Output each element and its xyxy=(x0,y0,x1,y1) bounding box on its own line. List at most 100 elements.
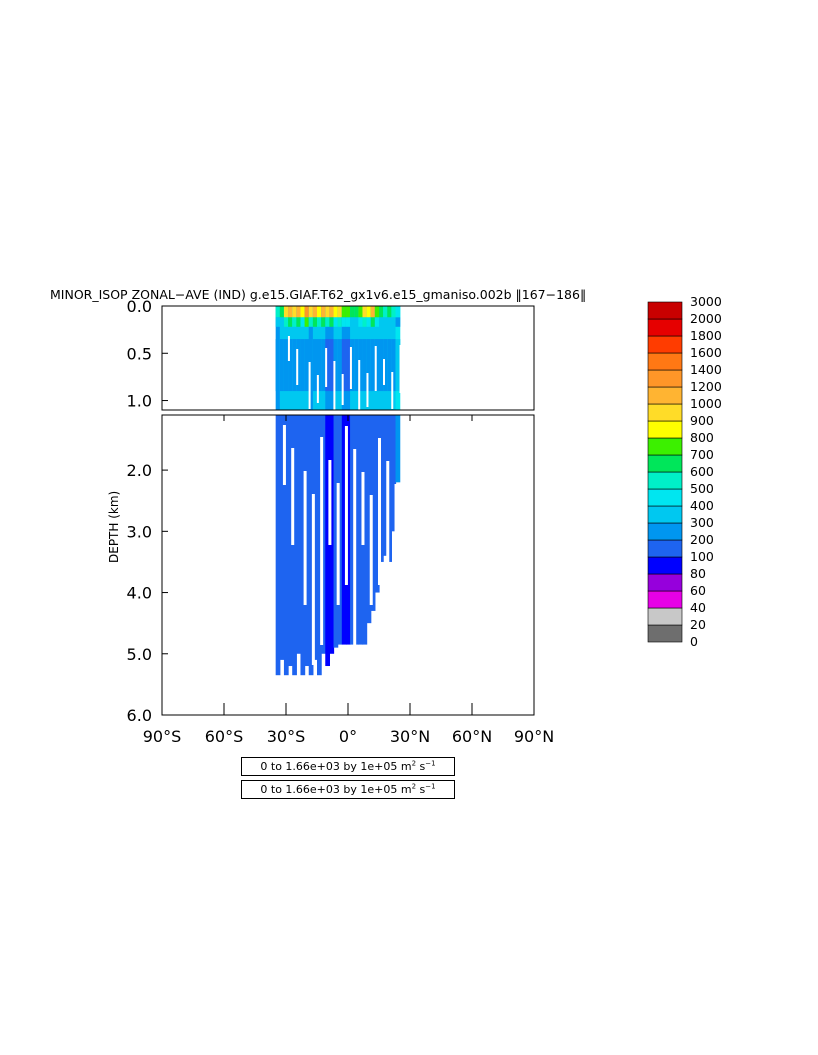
data-cell xyxy=(379,317,384,327)
data-cell xyxy=(308,317,314,327)
data-cell xyxy=(275,339,281,392)
data-cell xyxy=(283,339,289,392)
data-cell xyxy=(370,317,376,327)
data-cell xyxy=(300,306,306,318)
data-cell xyxy=(362,306,368,318)
data-cell xyxy=(395,415,401,483)
data-cell xyxy=(329,339,335,392)
colorbar-label: 2000 xyxy=(690,311,722,326)
data-cell xyxy=(321,317,326,327)
colorbar-label: 1200 xyxy=(690,379,722,394)
x-tick-label: 0° xyxy=(339,727,357,746)
colorbar-swatch xyxy=(647,522,683,541)
data-cell xyxy=(350,306,355,318)
data-gap xyxy=(291,448,295,545)
x-tick-label: 90°S xyxy=(143,727,182,746)
data-cell xyxy=(317,339,322,392)
data-cell xyxy=(391,339,397,392)
colorbar-swatch xyxy=(647,352,683,371)
data-cell xyxy=(354,317,359,327)
colorbar-swatch xyxy=(647,454,683,473)
data-cell xyxy=(304,415,310,667)
data-cell xyxy=(354,339,359,392)
colorbar-swatch xyxy=(647,437,683,456)
data-cell xyxy=(275,317,281,327)
colorbar-swatch xyxy=(647,471,683,490)
data-gap xyxy=(399,345,402,393)
data-cell xyxy=(395,317,401,327)
data-cell xyxy=(395,339,401,392)
data-cell xyxy=(288,317,293,327)
colorbar-label: 0 xyxy=(690,634,698,649)
data-cell xyxy=(283,306,289,318)
data-cell xyxy=(379,339,384,392)
data-cell xyxy=(288,306,293,318)
data-cell xyxy=(341,306,347,318)
colorbar-label: 1800 xyxy=(690,328,722,343)
data-cell xyxy=(308,415,314,676)
data-cell xyxy=(296,317,302,327)
data-cell xyxy=(387,306,392,318)
data-cell xyxy=(308,339,314,392)
data-cell xyxy=(325,415,330,667)
data-cell xyxy=(329,415,335,654)
colorbar-label: 80 xyxy=(690,566,706,581)
x-tick-label: 30°S xyxy=(267,727,306,746)
colorbar-swatch xyxy=(647,420,683,439)
y-tick-label: 0.5 xyxy=(127,344,152,363)
colorbar-swatch xyxy=(647,335,683,354)
data-cell xyxy=(362,317,368,327)
colorbar-swatch xyxy=(647,607,683,626)
data-cell xyxy=(354,415,359,645)
data-cell xyxy=(366,317,372,327)
data-cell xyxy=(329,306,335,318)
data-cell xyxy=(350,339,355,392)
data-gap xyxy=(328,460,332,545)
data-gap xyxy=(378,438,381,585)
x-tick-label: 60°S xyxy=(205,727,244,746)
data-gap xyxy=(361,472,365,545)
colorbar-label: 300 xyxy=(690,515,714,530)
data-cell xyxy=(292,317,297,327)
data-gap xyxy=(296,349,299,385)
data-cell xyxy=(383,415,388,556)
data-gap xyxy=(394,484,398,545)
data-cell xyxy=(275,415,281,676)
data-cell xyxy=(387,339,392,392)
data-gap xyxy=(308,362,311,409)
data-gap xyxy=(386,461,390,645)
data-cell xyxy=(325,339,330,392)
x-tick-label: 60°N xyxy=(452,727,492,746)
data-cell xyxy=(312,339,318,392)
data-cell xyxy=(288,415,293,667)
colorbar-label: 600 xyxy=(690,464,714,479)
data-cell xyxy=(300,339,306,392)
colorbar-label: 60 xyxy=(690,583,706,598)
data-cell xyxy=(350,317,355,327)
data-cell xyxy=(374,317,380,327)
data-cell xyxy=(383,306,388,318)
data-cell xyxy=(362,339,368,392)
colorbar-label: 40 xyxy=(690,600,706,615)
data-cell xyxy=(275,306,281,318)
colorbar-label: 500 xyxy=(690,481,714,496)
data-gap xyxy=(369,495,373,605)
data-gap xyxy=(311,494,315,665)
data-gap xyxy=(341,374,344,405)
data-cell xyxy=(341,339,347,392)
y-tick-label: 0.0 xyxy=(127,297,152,316)
y-tick-label: 5.0 xyxy=(127,645,152,664)
data-cell xyxy=(337,306,343,318)
colorbar-swatch xyxy=(647,556,683,575)
data-cell xyxy=(337,317,343,327)
data-cell xyxy=(292,306,297,318)
data-cell xyxy=(337,415,343,645)
contour-info-box-2: 0 to 1.66e+03 by 1e+05 m2 s−1 xyxy=(241,780,455,799)
colorbar-swatch xyxy=(647,301,683,320)
data-cell xyxy=(333,415,339,648)
data-cell xyxy=(321,415,326,654)
x-tick-label: 90°N xyxy=(514,727,554,746)
data-cell xyxy=(325,317,330,327)
colorbar-swatch xyxy=(647,403,683,422)
data-gap xyxy=(344,426,348,585)
